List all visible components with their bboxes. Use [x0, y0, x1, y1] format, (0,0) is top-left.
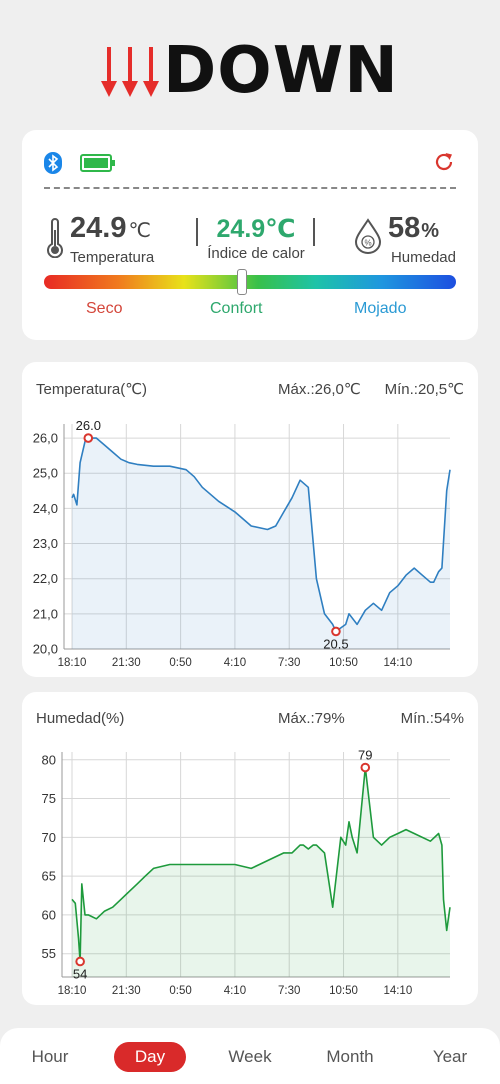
x-tick-label: 14:10: [383, 657, 412, 669]
heat-index-value: 24.9℃: [216, 215, 296, 243]
x-tick-label: 0:50: [169, 657, 191, 669]
humidity-drop-icon: %: [354, 218, 382, 254]
y-tick-label: 21,0: [33, 606, 58, 621]
humidity-chart-card: 55 60 65 70 75 80 18:10 21:30 0:50 4:10 7:30 10:50 1…: [22, 692, 478, 1005]
chart-max-label: Máx.:26,0℃: [278, 381, 361, 398]
down-arrows-icon: [101, 47, 160, 97]
comfort-gradient-bar: [44, 275, 456, 289]
marker-label: 79: [358, 748, 372, 763]
period-tab-bar: Hour Day Week Month Year: [0, 1028, 500, 1084]
temperature-chart[interactable]: 20,0 21,0 22,0 23,0 24,0 25,0 26,0 18:10 21:30 0:…: [22, 362, 478, 677]
x-tick-label: 0:50: [169, 985, 191, 997]
y-tick-label: 22,0: [33, 571, 58, 586]
temperature-chart-card: 20,0 21,0 22,0 23,0 24,0 25,0 26,0 18:10 21:30 0:…: [22, 362, 478, 677]
extreme-marker: [75, 956, 85, 967]
brand-name: DOWN: [163, 34, 399, 108]
y-tick-label: 24,0: [33, 501, 58, 516]
y-tick-label: 70: [42, 830, 56, 845]
marker-label: 20.5: [323, 636, 348, 651]
comfort-indicator: [236, 269, 247, 295]
tab-day[interactable]: Day: [114, 1042, 186, 1072]
x-tick-label: 4:10: [224, 657, 246, 669]
series-area: [72, 438, 450, 649]
y-tick-label: 65: [42, 869, 56, 884]
y-tick-label: 20,0: [33, 642, 58, 657]
zone-comfort-label: Confort: [210, 300, 263, 317]
humidity-label: Humedad: [390, 249, 456, 266]
series-line: [71, 766, 451, 963]
separator: [196, 218, 198, 246]
battery-icon: [80, 154, 115, 172]
x-tick-label: 18:10: [58, 985, 87, 997]
x-tick-label: 10:50: [329, 985, 358, 997]
chart-title: Temperatura(℃): [36, 381, 148, 398]
y-tick-label: 80: [42, 752, 56, 767]
x-tick-label: 18:10: [58, 657, 87, 669]
series-line: [71, 437, 451, 633]
marker-label: 26.0: [76, 418, 101, 433]
zone-wet-label: Mojado: [354, 300, 407, 317]
y-tick-label: 25,0: [33, 466, 58, 481]
y-tick-label: 23,0: [33, 536, 58, 551]
divider: [44, 187, 456, 189]
app-logo: DOWN: [0, 36, 500, 106]
x-tick-label: 10:50: [329, 657, 358, 669]
extreme-marker: [83, 433, 94, 443]
y-tick-label: 55: [42, 946, 56, 961]
x-tick-label: 21:30: [112, 657, 141, 669]
humidity-chart[interactable]: 55 60 65 70 75 80 18:10 21:30 0:50 4:10 7:30 10:50 1…: [22, 692, 478, 1005]
x-tick-label: 14:10: [383, 985, 412, 997]
x-tick-label: 7:30: [278, 657, 300, 669]
refresh-icon[interactable]: [432, 150, 456, 174]
chart-max-label: Máx.:79%: [278, 710, 345, 727]
tab-week[interactable]: Week: [228, 1047, 272, 1066]
separator: [313, 218, 315, 246]
x-tick-label: 21:30: [112, 985, 141, 997]
temperature-value: 24.9 ℃: [70, 212, 151, 244]
bluetooth-icon[interactable]: [44, 152, 62, 174]
series-area: [72, 767, 450, 977]
y-tick-label: 26,0: [33, 431, 58, 446]
x-tick-label: 7:30: [278, 985, 300, 997]
y-tick-label: 60: [42, 907, 56, 922]
chart-min-label: Mín.:20,5℃: [384, 381, 464, 398]
humidity-value: 58%: [388, 212, 440, 244]
zone-dry-label: Seco: [86, 300, 123, 317]
tab-month[interactable]: Month: [326, 1047, 374, 1066]
temperature-label: Temperatura: [70, 249, 155, 266]
y-tick-label: 75: [42, 791, 56, 806]
extreme-marker: [360, 762, 371, 773]
chart-min-label: Mín.:54%: [400, 710, 464, 727]
thermometer-icon: [47, 218, 63, 258]
tab-year[interactable]: Year: [432, 1047, 468, 1066]
x-tick-label: 4:10: [224, 985, 246, 997]
tab-hour[interactable]: Hour: [31, 1047, 69, 1066]
extreme-marker: [331, 626, 341, 637]
device-status-card: 24.9 ℃ Temperatura 24.9℃ Índice de calor …: [22, 130, 478, 340]
marker-label: 54: [73, 966, 87, 981]
chart-title: Humedad(%): [36, 710, 125, 727]
svg-text:%: %: [364, 239, 371, 248]
heat-index-label: Índice de calor: [207, 245, 305, 262]
